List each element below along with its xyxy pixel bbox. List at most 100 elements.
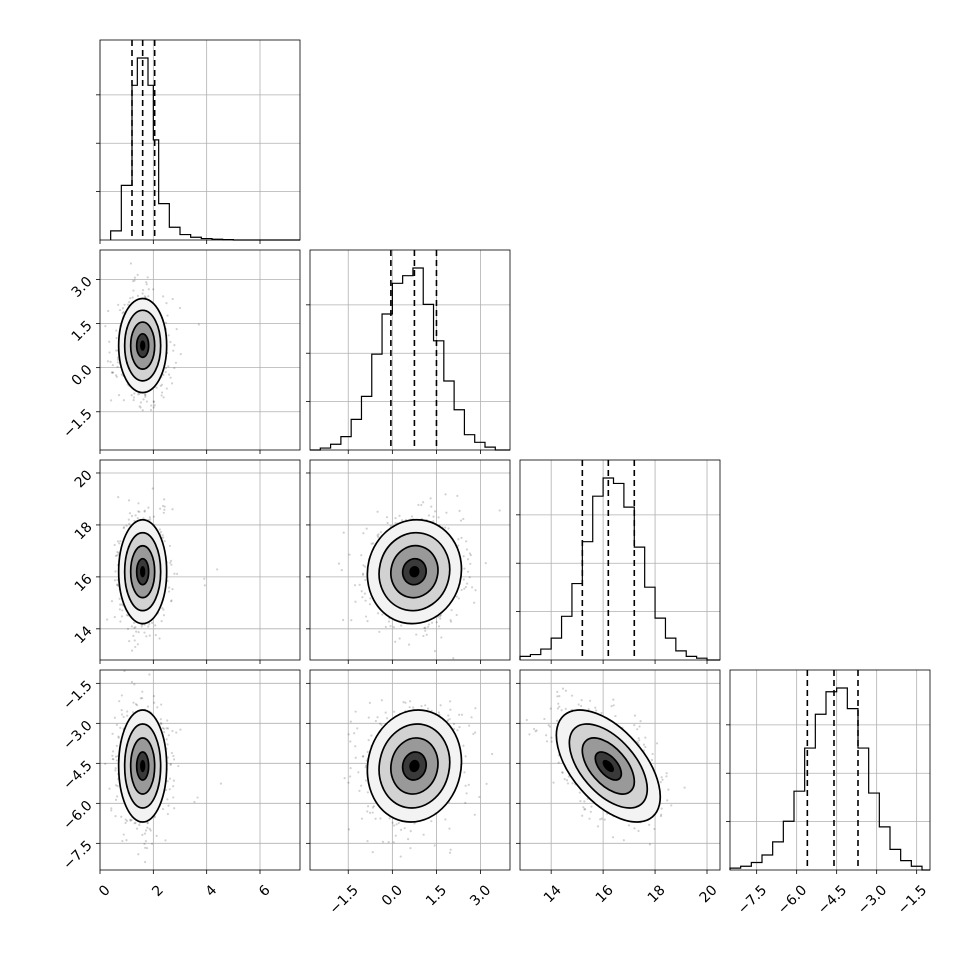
sample-point [106, 360, 110, 363]
x-tick-label: −7.5 [735, 882, 770, 917]
sample-point [116, 578, 119, 582]
sample-point [137, 631, 140, 634]
panel-content [520, 670, 720, 870]
sample-point [144, 829, 148, 832]
sample-point [362, 564, 365, 567]
hist-frame-1 [99, 39, 301, 241]
sample-point [545, 740, 549, 743]
sample-point [163, 505, 166, 508]
sample-point [147, 295, 150, 298]
pair-frame [309, 459, 511, 661]
sample-point [543, 717, 546, 721]
sample-point [162, 608, 165, 611]
pair-frame [519, 669, 721, 871]
panel-content [310, 670, 510, 870]
contour-line [117, 518, 168, 625]
sample-point [456, 729, 459, 732]
sample-point [377, 535, 380, 538]
pair-panel-3-1 [56, 459, 301, 664]
x-tick-label: 0 [96, 882, 114, 900]
sample-point [56, 617, 58, 619]
sample-point [141, 288, 145, 292]
sample-point [161, 534, 164, 537]
sample-point [599, 818, 602, 821]
density-fill [140, 340, 146, 351]
sample-point [460, 588, 463, 592]
sample-point [170, 751, 174, 755]
sample-point [458, 726, 461, 729]
sample-point [611, 836, 615, 839]
sample-point [594, 706, 597, 709]
sample-point [456, 494, 459, 497]
sample-point [404, 701, 407, 704]
sample-point [581, 814, 584, 817]
sample-point [134, 514, 137, 517]
sample-point [463, 567, 466, 570]
x-tick-label: −4.5 [815, 882, 850, 917]
sample-point [366, 810, 369, 813]
contour-line [117, 709, 168, 823]
hist-panel-1 [96, 39, 301, 244]
x-tick-label: 0.0 [379, 882, 406, 909]
sample-point [648, 843, 652, 846]
sample-point [115, 375, 118, 378]
contour-line [366, 709, 463, 823]
sample-point [172, 796, 175, 799]
sample-point [123, 670, 126, 673]
sample-point [449, 619, 452, 622]
sample-point [450, 609, 453, 612]
sample-point [171, 508, 174, 511]
density-fill [602, 759, 615, 773]
sample-point [114, 374, 118, 377]
sample-point [452, 657, 455, 660]
sample-point [435, 621, 438, 624]
pair-panel-4-2 [306, 669, 511, 874]
sample-point [110, 600, 114, 603]
pair-panel-2-1 [96, 249, 301, 454]
sample-point [376, 534, 379, 537]
sample-point [457, 538, 460, 541]
sample-point [128, 512, 132, 515]
sample-point [457, 597, 460, 600]
sample-point [588, 699, 592, 702]
sample-point [545, 734, 548, 737]
sample-point [463, 771, 466, 774]
sample-point [173, 344, 176, 347]
y-tick-label: 14 [72, 623, 96, 647]
sample-point [110, 371, 114, 374]
sample-point [399, 828, 403, 831]
sample-point [163, 508, 166, 511]
sample-point [165, 788, 168, 792]
sample-point [665, 772, 668, 775]
sample-point [170, 382, 174, 385]
sample-point [469, 554, 472, 557]
sample-point [453, 727, 456, 731]
sample-point [137, 853, 140, 856]
sample-point [170, 563, 173, 566]
sample-point [361, 755, 365, 758]
sample-point [358, 583, 361, 586]
sample-point [163, 540, 166, 543]
sample-point [376, 716, 379, 719]
sample-point [175, 731, 178, 734]
sample-point [403, 827, 406, 830]
sample-point [384, 625, 387, 629]
sample-point [561, 687, 565, 690]
x-tick-label: −1.5 [326, 882, 361, 917]
sample-point [552, 781, 555, 784]
sample-point [161, 504, 165, 508]
sample-point [371, 851, 374, 854]
sample-point [467, 783, 470, 786]
sample-point [130, 649, 134, 652]
contour-line [401, 751, 428, 781]
sample-point [653, 827, 656, 831]
sample-point [387, 620, 391, 623]
sample-point [374, 817, 377, 820]
sample-point [557, 761, 560, 764]
sample-point [587, 707, 590, 711]
sample-point [118, 308, 122, 312]
x-tick-label: 3.0 [467, 882, 494, 909]
sample-point [141, 292, 144, 295]
sample-point [425, 633, 428, 636]
sample-point [196, 796, 199, 799]
